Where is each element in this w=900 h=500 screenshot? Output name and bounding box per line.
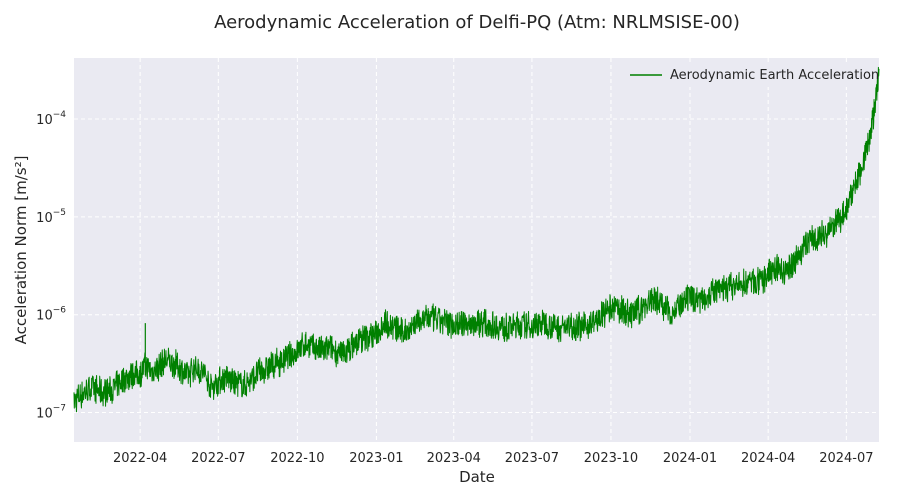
y-tick-exponent: −5 [53, 208, 66, 218]
x-ticks: 2022-04 2022-07 2022-10 2023-01 2023-04 2023-… [113, 451, 874, 466]
x-tick-label: 2023-04 [427, 451, 481, 466]
y-tick-base: 10 [36, 113, 53, 128]
y-tick-exponent: −6 [53, 306, 67, 316]
y-axis-label: Acceleration Norm [m/s²] [12, 156, 30, 345]
series-line [73, 66, 880, 413]
legend-frame [620, 63, 873, 87]
y-tick-label: 10−5 [36, 208, 66, 226]
y-tick-label: 10−4 [36, 110, 66, 128]
y-tick-base: 10 [36, 309, 53, 324]
y-tick-label: 10−6 [36, 306, 66, 324]
series [73, 66, 880, 413]
x-axis-label: Date [459, 468, 495, 486]
y-ticks: 10−710−610−510−4 [36, 110, 66, 422]
grid [74, 58, 879, 442]
y-tick-label: 10−7 [36, 404, 66, 422]
x-tick-label: 2024-04 [741, 451, 795, 466]
legend-entry: Aerodynamic Earth Acceleration [670, 68, 879, 83]
x-tick-label: 2023-01 [349, 451, 403, 466]
x-tick-label: 2023-07 [505, 451, 559, 466]
plot-area [74, 58, 879, 442]
x-tick-label: 2024-01 [663, 451, 717, 466]
chart-title: Aerodynamic Acceleration of Delfi-PQ (At… [214, 12, 740, 33]
x-tick-label: 2022-04 [113, 451, 167, 466]
x-tick-label: 2024-07 [819, 451, 873, 466]
y-tick-base: 10 [36, 407, 53, 422]
x-tick-label: 2022-07 [191, 451, 245, 466]
legend: Aerodynamic Earth Acceleration [620, 63, 879, 87]
x-tick-label: 2023-10 [584, 451, 638, 466]
y-tick-base: 10 [36, 211, 53, 226]
x-tick-label: 2022-10 [270, 451, 324, 466]
y-tick-exponent: −7 [53, 404, 66, 414]
y-tick-exponent: −4 [53, 110, 67, 120]
